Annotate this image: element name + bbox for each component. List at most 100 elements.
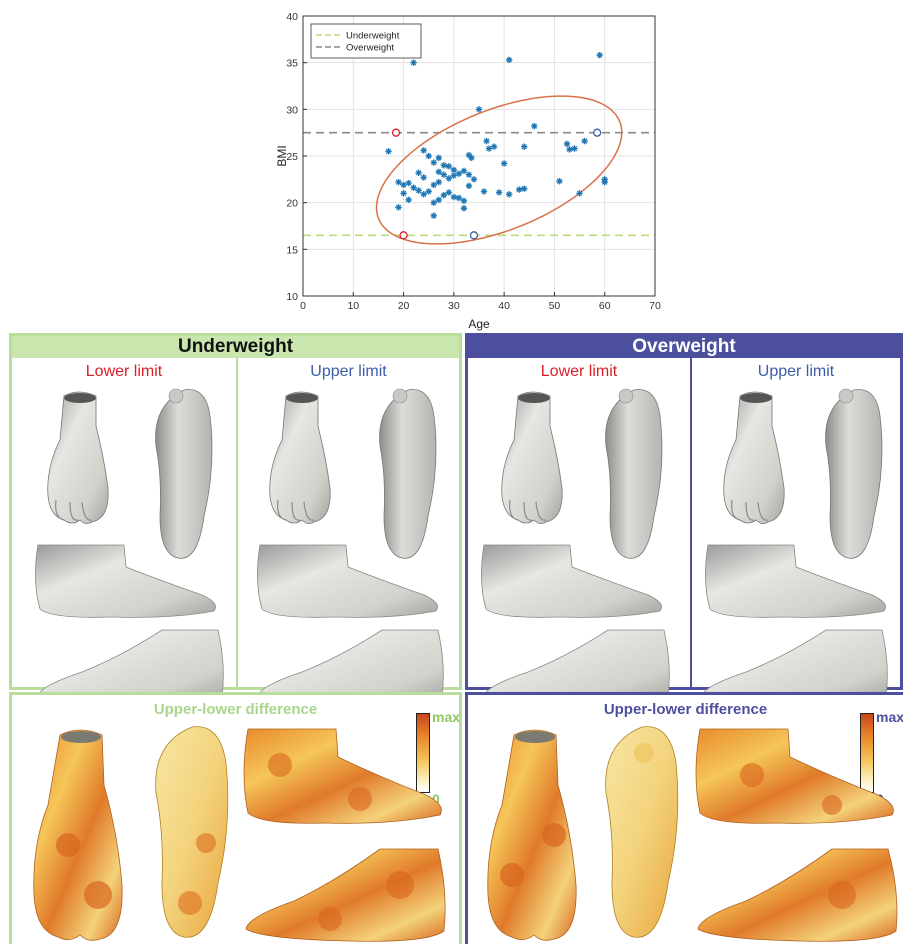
x-tick-label: 20 <box>398 300 410 312</box>
data-point <box>490 143 498 150</box>
data-point-stroke <box>571 145 578 152</box>
data-point-stroke <box>395 204 402 211</box>
foot-plantar-view <box>605 388 663 559</box>
data-point <box>415 169 422 176</box>
data-point-stroke <box>431 199 437 206</box>
foot-anterior-view <box>269 391 331 524</box>
data-point <box>440 171 447 178</box>
data-point-stroke <box>521 185 527 192</box>
colorbar-max-label: max <box>432 709 461 725</box>
limit-markers <box>391 128 602 240</box>
data-point-stroke <box>431 182 437 188</box>
data-point <box>495 189 503 196</box>
data-point <box>455 194 463 202</box>
x-tick-label: 70 <box>649 300 661 312</box>
data-point-stroke <box>426 188 432 195</box>
data-point <box>485 145 493 152</box>
data-point-stroke <box>436 179 442 185</box>
difference-map-plantar-view <box>155 726 229 938</box>
data-point-stroke <box>451 194 457 200</box>
foot-medial-view <box>257 544 438 618</box>
y-tick-label: 25 <box>286 151 298 163</box>
data-point-stroke <box>410 185 417 191</box>
x-tick-label: 60 <box>599 300 611 312</box>
foot-plantar-view <box>155 388 213 559</box>
data-point-stroke <box>564 141 570 147</box>
axes-box <box>302 15 656 297</box>
data-point-stroke <box>461 205 467 211</box>
data-point <box>420 191 427 198</box>
data-point <box>400 190 407 197</box>
data-point <box>435 178 442 186</box>
data-point-stroke <box>415 170 422 176</box>
data-point <box>410 59 417 66</box>
data-point <box>468 154 475 162</box>
legend-label: Overweight <box>346 43 394 54</box>
underweight-shapes-panel: Underweight Lower limit Upper limit <box>9 333 462 705</box>
data-point-stroke <box>461 198 467 204</box>
data-point-stroke <box>451 172 457 179</box>
data-points <box>385 52 608 219</box>
data-point-stroke <box>420 191 427 197</box>
foot-medial-view <box>35 544 216 618</box>
data-point <box>450 193 458 201</box>
difference-map-medial-view <box>695 728 894 824</box>
data-point-stroke <box>491 143 497 150</box>
data-point-stroke <box>431 159 437 166</box>
overweight-difference-title: Upper-lower difference <box>603 701 768 718</box>
data-point <box>601 178 608 186</box>
data-point-stroke <box>461 168 467 174</box>
data-point <box>415 187 422 194</box>
y-tick-label: 30 <box>286 104 298 116</box>
data-point-stroke <box>456 195 462 201</box>
data-point-stroke <box>400 190 407 197</box>
data-point-stroke <box>506 191 512 197</box>
data-point <box>430 212 437 219</box>
overweight-difference-panel: Upper-lower difference max 0 <box>465 692 903 944</box>
legend-label: Underweight <box>346 31 400 42</box>
x-tick-label: 30 <box>448 300 460 312</box>
data-point-stroke <box>441 171 447 178</box>
data-point <box>405 196 412 204</box>
data-point-stroke <box>431 213 437 219</box>
y-tick-label: 40 <box>286 11 298 23</box>
foot-plantar-view <box>825 388 883 559</box>
data-point-stroke <box>476 106 482 113</box>
data-point <box>445 189 453 196</box>
data-point <box>440 192 447 199</box>
data-point-stroke <box>451 167 457 173</box>
data-point <box>395 178 402 186</box>
difference-map-medial-view <box>243 728 442 824</box>
data-point <box>445 163 453 170</box>
data-point <box>475 106 483 113</box>
data-point-stroke <box>446 189 452 196</box>
x-tick-label: 40 <box>498 300 510 312</box>
data-point-stroke <box>420 174 427 181</box>
overweight-lower-limit-label: Lower limit <box>540 363 618 380</box>
data-point <box>505 56 513 64</box>
data-point <box>531 122 538 130</box>
underweight-upper-limit-label: Upper limit <box>310 363 387 380</box>
difference-map-lateral-view <box>245 848 446 942</box>
data-point-stroke <box>466 183 472 189</box>
legend-box <box>310 23 422 59</box>
data-point-stroke <box>415 187 422 194</box>
overweight-title: Overweight <box>468 336 900 358</box>
limit-marker <box>469 231 479 240</box>
plot-axes <box>302 15 656 297</box>
data-point-stroke <box>446 163 452 169</box>
data-point <box>400 181 407 189</box>
y-tick-label: 20 <box>286 198 298 210</box>
data-point-stroke <box>446 175 452 182</box>
y-tick-label: 15 <box>286 244 298 256</box>
data-point-stroke <box>483 138 490 144</box>
data-point <box>385 148 392 155</box>
data-point-stroke <box>486 145 492 152</box>
colorbar <box>416 713 430 793</box>
foot-plantar-view <box>379 388 437 559</box>
data-point-stroke <box>481 188 487 195</box>
data-point <box>450 172 458 179</box>
